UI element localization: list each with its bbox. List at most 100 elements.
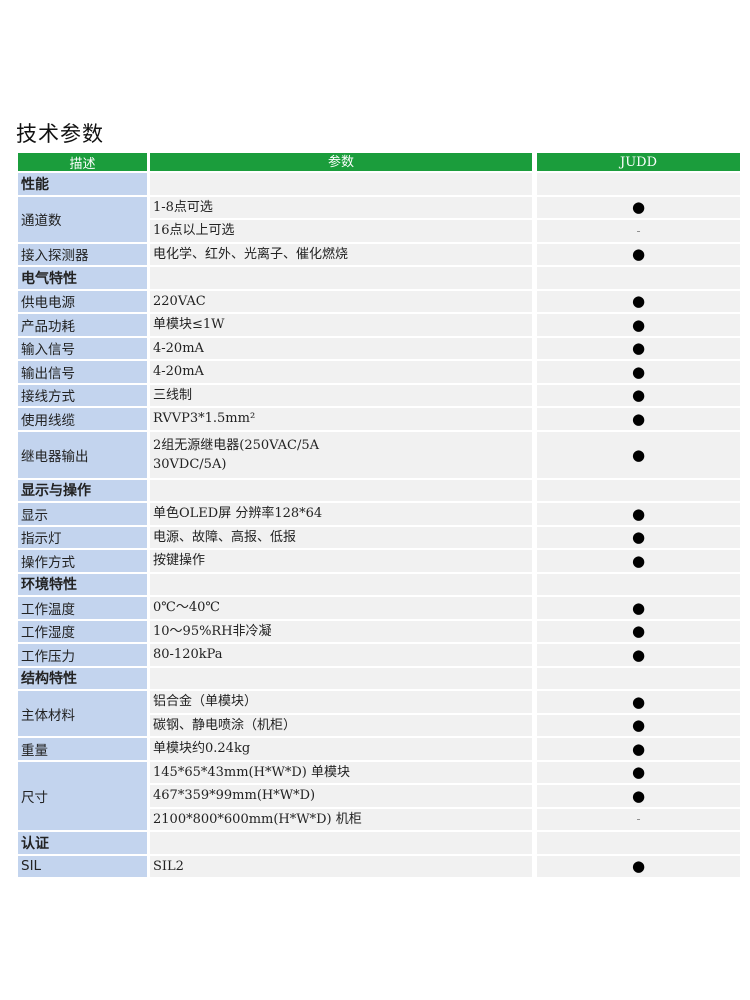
param-column: 单模块约0.24kg bbox=[150, 738, 532, 760]
param-column: 1-8点可选 16点以上可选 bbox=[150, 196, 532, 242]
dot-mark-icon: ● bbox=[537, 620, 740, 642]
model-column: ● bbox=[537, 408, 740, 430]
param-value: 145*65*43mm(H*W*D) 单模块 bbox=[150, 761, 532, 783]
param-value: 单模块≤1W bbox=[150, 314, 532, 336]
row-label: SIL bbox=[18, 855, 147, 877]
param-column: 三线制 bbox=[150, 384, 532, 406]
section-row: 认证 bbox=[18, 832, 740, 854]
model-column: ● bbox=[537, 361, 740, 383]
empty-cell bbox=[150, 173, 532, 195]
dot-mark-icon: ● bbox=[537, 290, 740, 312]
row-label: 尺寸 bbox=[18, 761, 147, 830]
table-row: 接线方式 三线制 ● bbox=[18, 384, 740, 406]
param-column: 80-120kPa bbox=[150, 644, 532, 666]
param-value: 4-20mA bbox=[150, 337, 532, 359]
table-row: 尺寸 145*65*43mm(H*W*D) 单模块 467*359*99mm(H*W… bbox=[18, 761, 740, 830]
row-label: 继电器输出 bbox=[18, 431, 147, 478]
empty-cell bbox=[537, 267, 740, 289]
row-label: 接线方式 bbox=[18, 384, 147, 406]
model-column: ● bbox=[537, 503, 740, 525]
table-row: 指示灯 电源、故障、高报、低报 ● bbox=[18, 526, 740, 548]
param-value: 16点以上可选 bbox=[150, 220, 532, 242]
param-value: RVVP3*1.5mm² bbox=[150, 408, 532, 430]
param-value: 碳钢、静电喷涂（机柜） bbox=[150, 714, 532, 736]
model-column: ● bbox=[537, 337, 740, 359]
row-label: 输入信号 bbox=[18, 337, 147, 359]
param-value: 2100*800*600mm(H*W*D) 机柜 bbox=[150, 808, 532, 830]
dot-mark-icon: ● bbox=[537, 738, 740, 760]
empty-cell bbox=[537, 832, 740, 854]
empty-cell bbox=[537, 479, 740, 501]
section-title: 环境特性 bbox=[18, 573, 147, 595]
table-row: 工作温度 0℃～40℃ ● bbox=[18, 597, 740, 619]
empty-cell bbox=[150, 573, 532, 595]
dot-mark-icon: ● bbox=[537, 431, 740, 478]
param-value: 1-8点可选 bbox=[150, 196, 532, 218]
table-row: 重量 单模块约0.24kg ● bbox=[18, 738, 740, 760]
table-row: 接入探测器 电化学、红外、光离子、催化燃烧 ● bbox=[18, 243, 740, 265]
model-column bbox=[537, 667, 740, 689]
model-column: ● bbox=[537, 290, 740, 312]
empty-cell bbox=[150, 267, 532, 289]
param-column: 按键操作 bbox=[150, 550, 532, 572]
model-column: ● bbox=[537, 314, 740, 336]
dot-mark-icon: ● bbox=[537, 408, 740, 430]
dot-mark-icon: ● bbox=[537, 361, 740, 383]
param-column: 电化学、红外、光离子、催化燃烧 bbox=[150, 243, 532, 265]
table-row: 产品功耗 单模块≤1W ● bbox=[18, 314, 740, 336]
param-value: 单色OLED屏 分辨率128*64 bbox=[150, 503, 532, 525]
param-column bbox=[150, 267, 532, 289]
row-label: 工作湿度 bbox=[18, 620, 147, 642]
dot-mark-icon: ● bbox=[537, 855, 740, 877]
param-value: 4-20mA bbox=[150, 361, 532, 383]
dot-mark-icon: ● bbox=[537, 691, 740, 713]
param-value: 2组无源继电器(250VAC/5A 30VDC/5A) bbox=[150, 431, 532, 478]
model-column: ● - bbox=[537, 196, 740, 242]
param-value: 0℃～40℃ bbox=[150, 597, 532, 619]
table-row: 工作湿度 10～95%RH非冷凝 ● bbox=[18, 620, 740, 642]
table-body: 性能 通道数 1-8点可选 16点以上可选 ● - 接入探测器 电化学、红外、光离子、催化燃烧… bbox=[18, 173, 740, 877]
row-label: 产品功耗 bbox=[18, 314, 147, 336]
section-row: 环境特性 bbox=[18, 573, 740, 595]
dot-mark-icon: ● bbox=[537, 314, 740, 336]
model-column: ● bbox=[537, 644, 740, 666]
param-value: 10～95%RH非冷凝 bbox=[150, 620, 532, 642]
model-column bbox=[537, 479, 740, 501]
header-model: JUDD bbox=[537, 153, 740, 171]
model-column bbox=[537, 573, 740, 595]
dash-mark: - bbox=[537, 808, 740, 830]
param-value: 电化学、红外、光离子、催化燃烧 bbox=[150, 243, 532, 265]
row-label: 供电电源 bbox=[18, 290, 147, 312]
model-column: ● bbox=[537, 384, 740, 406]
spec-table: 描述 参数 JUDD 性能 通道数 1-8点可选 16点以上可选 ● - 接入探测器 电化学、… bbox=[18, 153, 740, 879]
row-label: 输出信号 bbox=[18, 361, 147, 383]
param-value: SIL2 bbox=[150, 855, 532, 877]
empty-cell bbox=[150, 479, 532, 501]
model-column: ● bbox=[537, 620, 740, 642]
param-value: 铝合金（单模块） bbox=[150, 691, 532, 713]
table-row: SIL SIL2 ● bbox=[18, 855, 740, 877]
param-column: 0℃～40℃ bbox=[150, 597, 532, 619]
param-value: 三线制 bbox=[150, 384, 532, 406]
model-column: ● bbox=[537, 550, 740, 572]
model-column: ● ● bbox=[537, 691, 740, 736]
model-column: ● bbox=[537, 431, 740, 478]
model-column: ● bbox=[537, 526, 740, 548]
table-row: 输出信号 4-20mA ● bbox=[18, 361, 740, 383]
param-column: RVVP3*1.5mm² bbox=[150, 408, 532, 430]
dot-mark-icon: ● bbox=[537, 785, 740, 807]
section-row: 结构特性 bbox=[18, 667, 740, 689]
dot-mark-icon: ● bbox=[537, 714, 740, 736]
dot-mark-icon: ● bbox=[537, 550, 740, 572]
param-column: SIL2 bbox=[150, 855, 532, 877]
dot-mark-icon: ● bbox=[537, 337, 740, 359]
header-parameter: 参数 bbox=[150, 153, 532, 171]
section-title: 结构特性 bbox=[18, 667, 147, 689]
param-value: 80-120kPa bbox=[150, 644, 532, 666]
section-title: 认证 bbox=[18, 832, 147, 854]
dot-mark-icon: ● bbox=[537, 597, 740, 619]
table-row: 显示 单色OLED屏 分辨率128*64 ● bbox=[18, 503, 740, 525]
param-value: 单模块约0.24kg bbox=[150, 738, 532, 760]
row-label: 主体材料 bbox=[18, 691, 147, 736]
param-column: 145*65*43mm(H*W*D) 单模块 467*359*99mm(H*W*D… bbox=[150, 761, 532, 830]
